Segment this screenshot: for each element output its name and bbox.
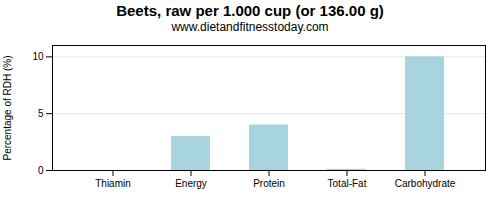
svg-text:5: 5: [38, 108, 44, 119]
svg-text:0: 0: [38, 165, 44, 176]
svg-text:Carbohydrate: Carbohydrate: [395, 178, 456, 189]
svg-text:Total-Fat: Total-Fat: [328, 178, 367, 189]
svg-text:Protein: Protein: [253, 178, 285, 189]
svg-text:Energy: Energy: [175, 178, 207, 189]
svg-text:Thiamin: Thiamin: [95, 178, 131, 189]
svg-text:Percentage of RDH (%): Percentage of RDH (%): [2, 55, 13, 160]
html-text:Beets, raw per 1.000 cup (or 1: Beets, raw per 1.000 cup (or 136.00 g): [116, 2, 384, 19]
svg-text:10: 10: [32, 51, 44, 62]
html-text:www.dietandfitnesstoday.com: www.dietandfitnesstoday.com: [171, 20, 329, 34]
